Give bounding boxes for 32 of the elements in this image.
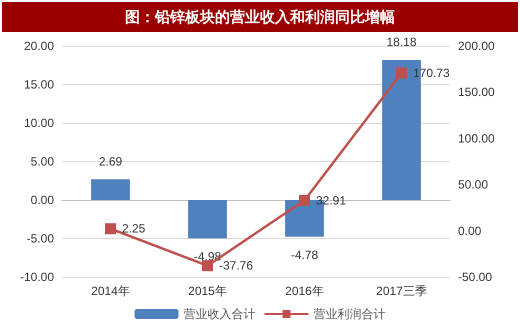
data-label: 2.69 (98, 154, 122, 168)
x-tick-label: 2014年 (91, 284, 130, 298)
point (299, 194, 310, 206)
y2-tick-label: 150.00 (458, 85, 496, 100)
data-label: 2.25 (122, 222, 146, 236)
data-label: 32.91 (316, 193, 346, 208)
y-tick-label: 0.00 (30, 193, 54, 207)
x-tick-label: 2015年 (188, 284, 227, 298)
y-tick-label: 20.00 (24, 39, 54, 53)
y2-tick-label: 0.00 (458, 224, 482, 238)
bar (91, 179, 130, 200)
y-tick-label: 10.00 (24, 116, 54, 130)
legend-label: 营业收入合计 (184, 307, 256, 321)
point (105, 223, 116, 234)
y2-tick-label: 50.00 (458, 178, 488, 192)
y-tick-label: -10.00 (20, 270, 54, 284)
legend-label: 营业利润合计 (314, 307, 386, 321)
y2-tick-label: 200.00 (458, 39, 496, 53)
point (396, 68, 407, 79)
y2-tick-label: -50.00 (458, 270, 492, 284)
data-label: -4.78 (290, 248, 318, 262)
bar (188, 200, 227, 238)
point (202, 260, 213, 272)
x-tick-label: 2016年 (285, 284, 324, 298)
x-tick-label: 2017三季 (376, 284, 427, 298)
y-tick-label: 15.00 (24, 78, 54, 92)
y2-tick-label: 100.00 (458, 131, 496, 146)
data-label: 18.18 (386, 35, 417, 50)
data-label: -37.76 (219, 258, 254, 273)
chart-title: 图：铅锌板块的营业收入和利润同比增幅 (2, 2, 518, 32)
y-tick-label: -5.00 (26, 232, 54, 246)
y-tick-label: 5.00 (30, 154, 54, 168)
